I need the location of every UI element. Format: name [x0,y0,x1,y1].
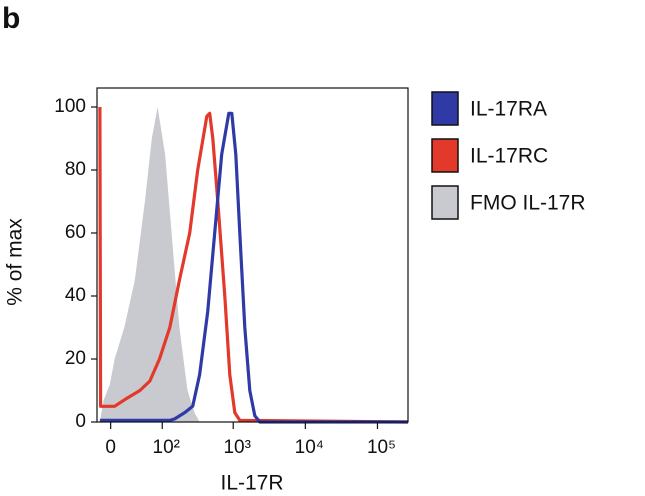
legend-label: IL-17RC [470,145,548,168]
histogram-curve [99,107,200,422]
legend-swatch [431,185,459,220]
x-tick-label: 0 [105,437,116,458]
x-tick-label: 10³ [223,437,250,458]
y-tick-label: 0 [75,411,86,432]
x-tick-label: 10⁵ [367,437,396,458]
x-tick-label: 10⁴ [295,437,324,458]
x-tick-label: 10² [153,437,180,458]
legend-label: FMO IL-17R [470,192,586,215]
y-tick-label: 40 [65,285,86,306]
panel-label: b [2,2,20,35]
plot-frame [96,87,409,423]
y-tick-label: 80 [65,159,86,180]
legend-swatch [431,138,459,173]
y-tick-label: 100 [54,96,86,117]
y-tick-label: 20 [65,348,86,369]
histogram-curve [99,111,408,424]
y-tick-label: 60 [65,222,86,243]
y-axis-label: % of max [4,218,27,306]
x-axis-label: IL-17R [220,472,283,495]
legend-label: IL-17RA [470,98,547,121]
histogram-curve [98,106,409,424]
legend-swatch [431,91,459,126]
